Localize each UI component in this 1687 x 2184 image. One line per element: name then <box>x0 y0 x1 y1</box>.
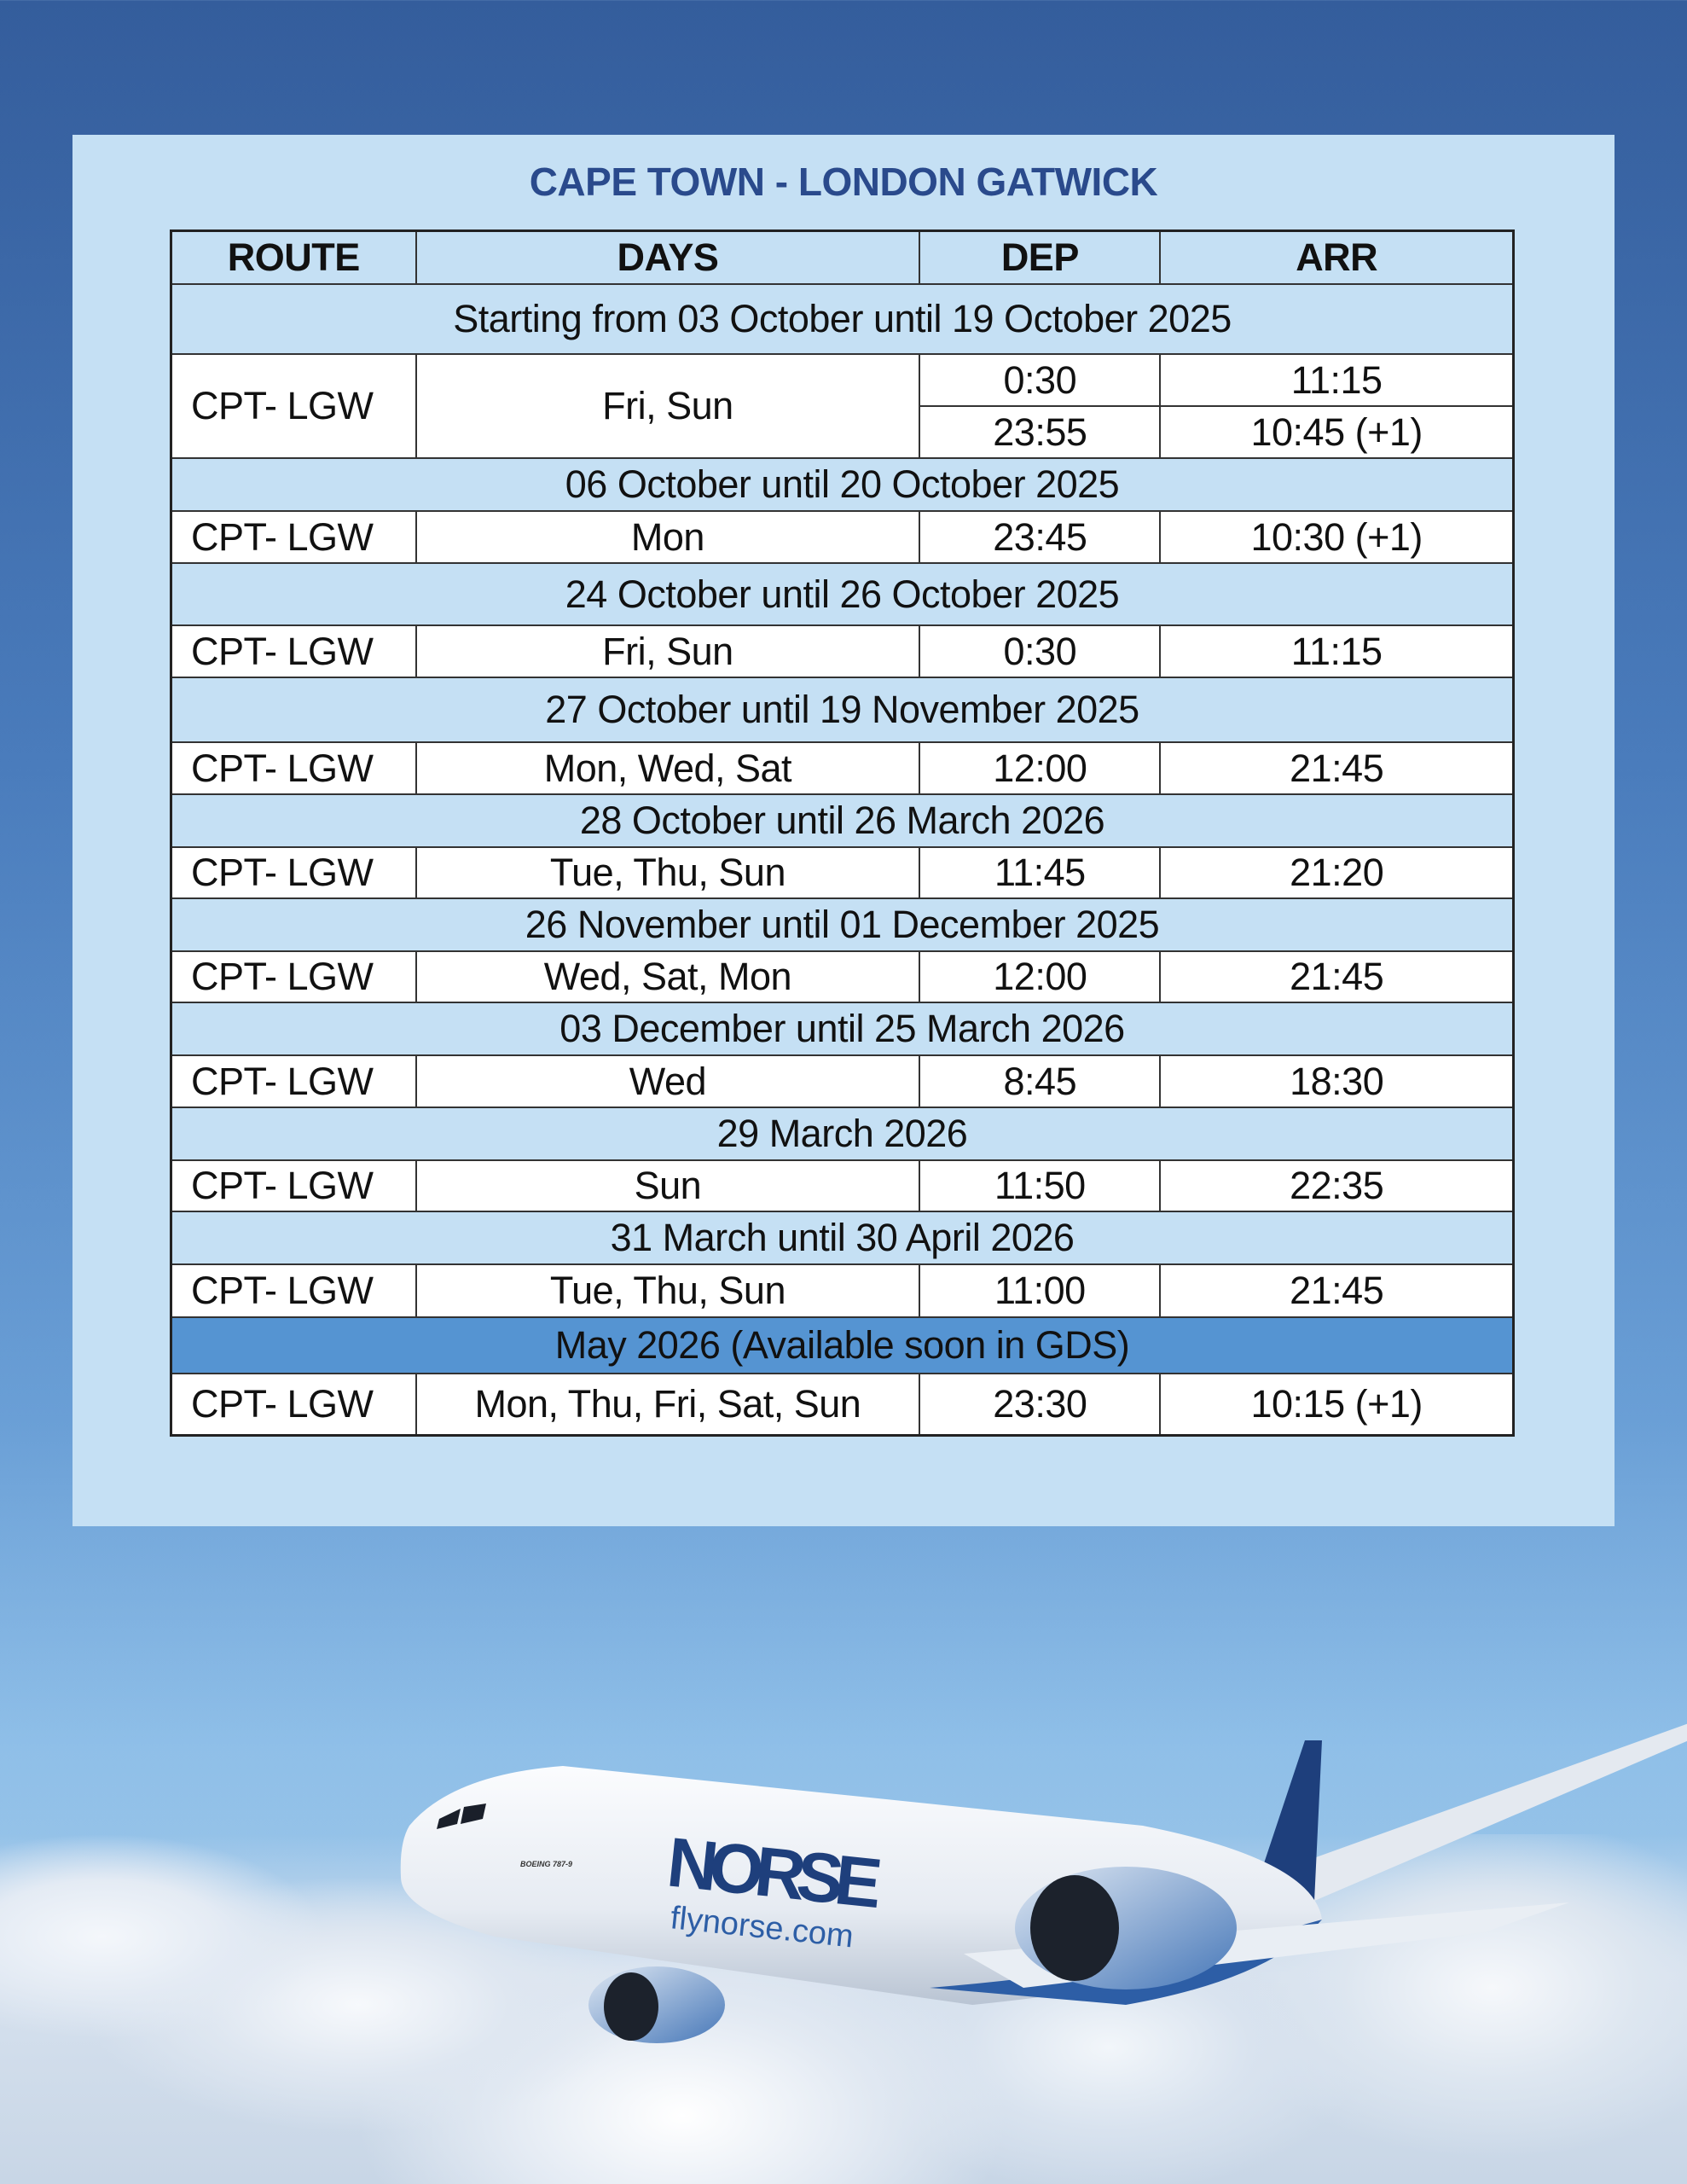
departure-time: 23:30 <box>919 1372 1162 1437</box>
arrival-time: 21:45 <box>1159 1263 1515 1318</box>
departure-time: 0:30 <box>919 624 1162 678</box>
route-cell: CPT- LGW <box>170 845 417 899</box>
schedule-panel: CAPE TOWN - LONDON GATWICK ROUTE DAYS DEP A… <box>72 135 1615 1526</box>
arrival-time: 21:20 <box>1159 845 1515 899</box>
route-cell: CPT- LGW <box>170 1263 417 1318</box>
arrival-time: 10:30 (+1) <box>1159 509 1515 564</box>
arrival-time: 10:45 (+1) <box>1159 404 1515 459</box>
departure-time: 8:45 <box>919 1054 1162 1108</box>
arrival-time: 10:15 (+1) <box>1159 1372 1515 1437</box>
flight-schedule-table: ROUTE DAYS DEP ARR Starting from 03 October … <box>170 229 1515 1437</box>
period-row: 26 November until 01 December 2025 <box>170 897 1515 952</box>
flight-row: CPT- LGW Sun 11:50 22:35 <box>170 1159 1515 1212</box>
column-header-arr: ARR <box>1159 229 1515 285</box>
departure-time: 11:45 <box>919 845 1162 899</box>
route-cell: CPT- LGW <box>170 624 417 678</box>
days-cell: Mon, Thu, Fri, Sat, Sun <box>415 1372 921 1437</box>
flight-row: CPT- LGW Wed 8:45 18:30 <box>170 1054 1515 1108</box>
days-cell: Mon, Wed, Sat <box>415 741 921 795</box>
departure-time: 11:00 <box>919 1263 1162 1318</box>
flight-row: CPT- LGW Mon 23:45 10:30 (+1) <box>170 509 1515 564</box>
departure-time: 12:00 <box>919 950 1162 1003</box>
departure-time: 23:55 <box>919 404 1162 459</box>
route-cell: CPT- LGW <box>170 1372 417 1437</box>
period-label: 31 March until 30 April 2026 <box>170 1210 1515 1265</box>
days-cell: Sun <box>415 1159 921 1212</box>
departure-time: 11:50 <box>919 1159 1162 1212</box>
arrival-time: 21:45 <box>1159 741 1515 795</box>
period-label: 29 March 2026 <box>170 1106 1515 1161</box>
days-cell: Wed <box>415 1054 921 1108</box>
period-label: Starting from 03 October until 19 Octobe… <box>170 282 1515 355</box>
days-cell: Fri, Sun <box>415 624 921 678</box>
period-row: 29 March 2026 <box>170 1106 1515 1161</box>
flight-row: CPT- LGW Fri, Sun 0:30 11:15 <box>170 624 1515 678</box>
flight-row: 23:55 10:45 (+1) <box>171 404 1515 459</box>
period-row: 31 March until 30 April 2026 <box>170 1210 1515 1265</box>
departure-time: 0:30 <box>919 352 1162 407</box>
days-cell: Wed, Sat, Mon <box>415 950 921 1003</box>
arrival-time: 22:35 <box>1159 1159 1515 1212</box>
period-label: May 2026 (Available soon in GDS) <box>170 1316 1515 1374</box>
days-cell: Mon <box>415 509 921 564</box>
arrival-time: 18:30 <box>1159 1054 1515 1108</box>
route-cell: CPT- LGW <box>170 352 417 459</box>
flight-row: CPT- LGW Fri, Sun 0:30 11:15 <box>170 352 1515 459</box>
flight-row: CPT- LGW Mon, Wed, Sat 12:00 21:45 <box>170 741 1515 795</box>
period-label: 26 November until 01 December 2025 <box>170 897 1515 952</box>
column-header-route: ROUTE <box>170 229 417 285</box>
period-label: 28 October until 26 March 2026 <box>170 793 1515 848</box>
period-row: May 2026 (Available soon in GDS) <box>170 1316 1515 1374</box>
route-cell: CPT- LGW <box>170 1054 417 1108</box>
days-cell: Tue, Thu, Sun <box>415 1263 921 1318</box>
arrival-time: 11:15 <box>1159 352 1515 407</box>
route-cell: CPT- LGW <box>170 741 417 795</box>
schedule-title: CAPE TOWN - LONDON GATWICK <box>529 160 1158 204</box>
header-row: ROUTE DAYS DEP ARR <box>170 229 1515 285</box>
route-cell: CPT- LGW <box>170 509 417 564</box>
days-cell: Tue, Thu, Sun <box>415 845 921 899</box>
arrival-time: 21:45 <box>1159 950 1515 1003</box>
period-label: 27 October until 19 November 2025 <box>170 676 1515 743</box>
period-row: 03 December until 25 March 2026 <box>170 1001 1515 1056</box>
flight-row: CPT- LGW Mon, Thu, Fri, Sat, Sun 23:30 10:1… <box>170 1372 1515 1437</box>
period-row: 27 October until 19 November 2025 <box>170 676 1515 743</box>
flight-row: CPT- LGW Tue, Thu, Sun 11:00 21:45 <box>170 1263 1515 1318</box>
period-row: Starting from 03 October until 19 Octobe… <box>170 282 1515 355</box>
period-row: 06 October until 20 October 2025 <box>170 456 1515 512</box>
route-cell: CPT- LGW <box>170 1159 417 1212</box>
route-cell: CPT- LGW <box>170 950 417 1003</box>
flight-row: CPT- LGW Wed, Sat, Mon 12:00 21:45 <box>170 950 1515 1003</box>
period-row: 28 October until 26 March 2026 <box>170 793 1515 848</box>
days-cell: Fri, Sun <box>415 352 921 459</box>
column-header-dep: DEP <box>919 229 1162 285</box>
period-label: 24 October until 26 October 2025 <box>170 561 1515 626</box>
column-header-days: DAYS <box>415 229 921 285</box>
departure-time: 23:45 <box>919 509 1162 564</box>
period-row: 24 October until 26 October 2025 <box>170 561 1515 626</box>
departure-time: 12:00 <box>919 741 1162 795</box>
arrival-time: 11:15 <box>1159 624 1515 678</box>
flight-row: CPT- LGW Tue, Thu, Sun 11:45 21:20 <box>170 845 1515 899</box>
period-label: 03 December until 25 March 2026 <box>170 1001 1515 1056</box>
norse-aircraft-image: NORSE flynorse.com BOEING 787-9 <box>400 1723 1687 2043</box>
svg-text:BOEING 787-9: BOEING 787-9 <box>520 1860 572 1868</box>
period-label: 06 October until 20 October 2025 <box>170 456 1515 512</box>
